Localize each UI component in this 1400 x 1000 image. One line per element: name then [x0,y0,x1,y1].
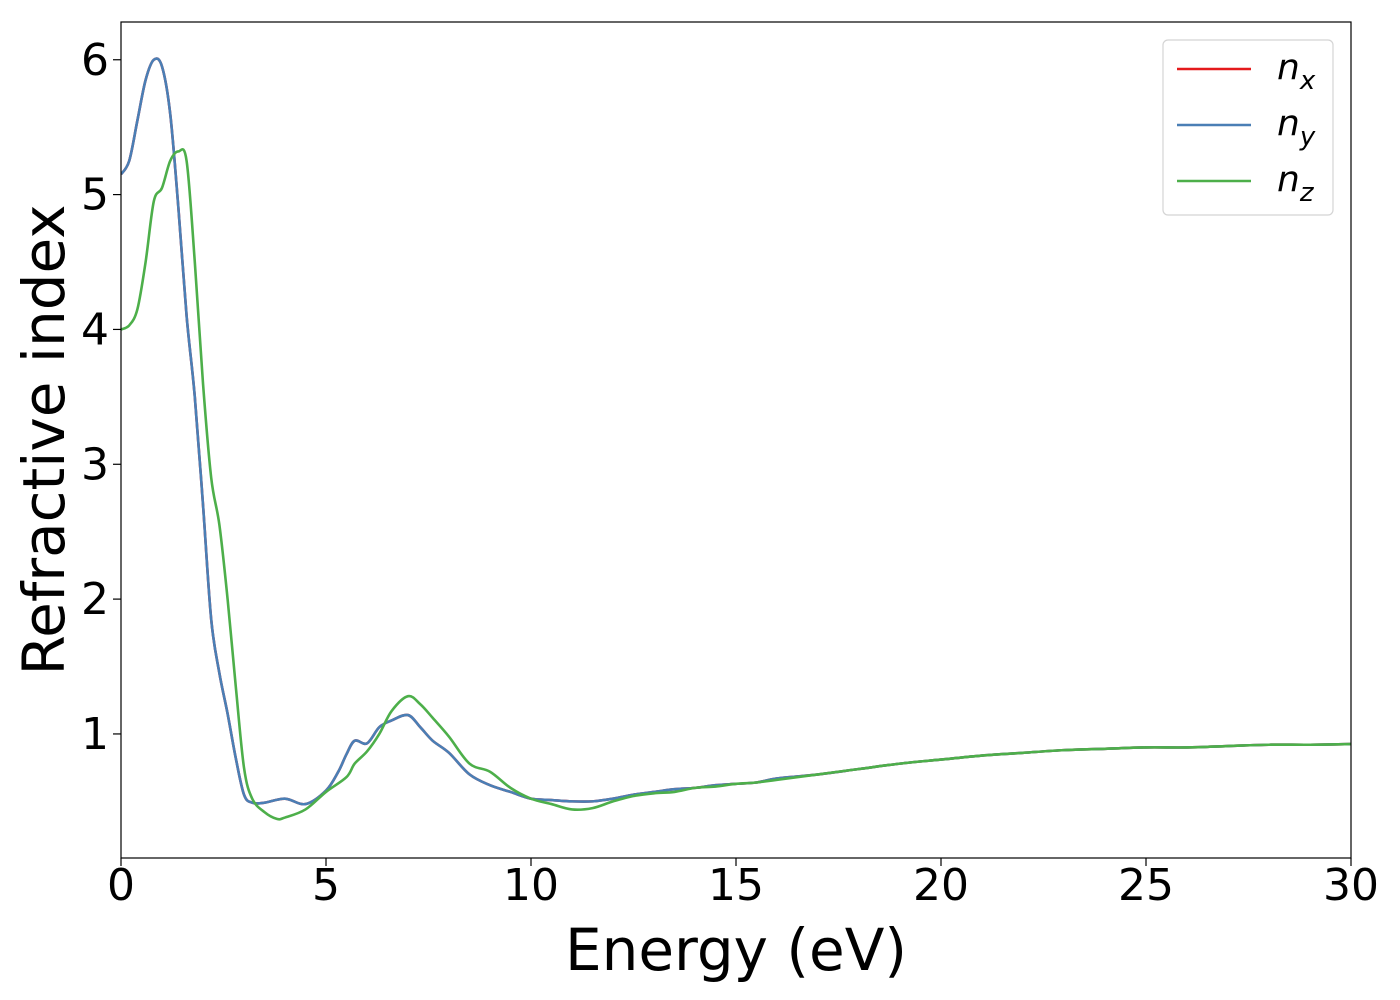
y-tick-label: 1 [81,709,109,760]
legend-box [1162,39,1334,216]
y-tick-label: 5 [81,170,109,221]
x-tick-label: 30 [1323,860,1379,911]
x-tick-label: 5 [312,860,340,911]
plot-area [121,57,1351,821]
x-axis: 0 5 10 15 20 25 30 [107,858,1379,911]
y-tick-label: 4 [81,304,109,355]
series-line-nz [121,147,1351,821]
x-tick-label: 25 [1118,860,1174,911]
x-tick-label: 15 [708,860,764,911]
y-tick-label: 6 [81,35,109,86]
x-tick-label: 20 [913,860,969,911]
x-axis-title: Energy (eV) [565,916,907,984]
y-axis-title: Refractive index [10,204,78,675]
y-axis: 1 2 3 4 5 6 [81,35,121,760]
x-tick-label: 10 [503,860,559,911]
y-tick-label: 3 [81,439,109,490]
y-tick-label: 2 [81,574,109,625]
x-tick-label: 0 [107,860,135,911]
